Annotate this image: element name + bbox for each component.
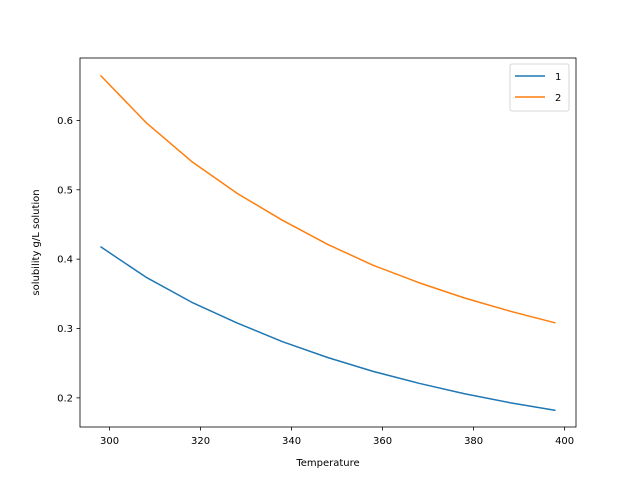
y-axis: 0.2 0.3 0.4 0.5 0.6 <box>57 116 80 404</box>
y-axis-label: solubility g/L solution <box>31 189 42 295</box>
legend-label-series-2: 2 <box>555 93 561 104</box>
x-axis-label: Temperature <box>295 458 359 469</box>
axes-frame <box>79 57 577 428</box>
y-tick-label: 0.5 <box>57 185 73 196</box>
y-tick-label: 0.4 <box>57 255 73 266</box>
plot-area <box>99 74 556 412</box>
y-tick-label: 0.2 <box>57 393 73 404</box>
x-tick-label: 380 <box>464 436 483 447</box>
y-tick-label: 0.6 <box>57 116 73 127</box>
x-tick-label: 400 <box>555 436 574 447</box>
x-axis: 300 320 340 360 380 400 <box>100 427 574 447</box>
series-line-2 <box>99 74 556 324</box>
legend-label-series-1: 1 <box>555 72 561 83</box>
x-tick-label: 300 <box>100 436 119 447</box>
y-tick-label: 0.3 <box>57 324 73 335</box>
x-tick-label: 340 <box>282 436 301 447</box>
x-tick-label: 320 <box>191 436 210 447</box>
x-tick-label: 360 <box>373 436 392 447</box>
series-line-1 <box>100 246 556 412</box>
legend: 1 2 <box>509 63 570 112</box>
